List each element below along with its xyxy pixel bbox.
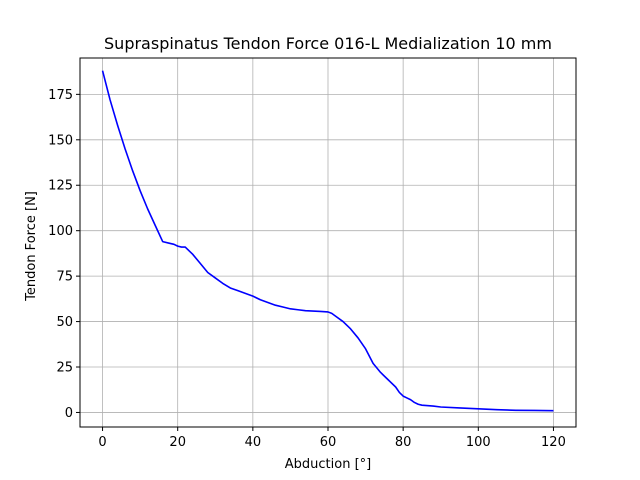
y-axis-label: Tendon Force [N] [24, 191, 39, 302]
y-tick-label: 50 [56, 315, 73, 330]
x-tick-label: 60 [320, 435, 337, 450]
ticks: 0 20 40 60 80 100 120 0 25 50 75 100 125 150 175 [48, 88, 566, 450]
y-tick-label: 75 [56, 270, 73, 285]
series-line [101, 70, 554, 412]
chart-title: Supraspinatus Tendon Force 016-L Mediali… [104, 34, 552, 53]
grid [80, 58, 576, 427]
y-tick-label: 0 [65, 406, 73, 421]
x-axis-label: Abduction [°] [285, 457, 371, 472]
x-tick-label: 20 [169, 435, 186, 450]
x-tick-label: 100 [466, 435, 491, 450]
x-tick-label: 120 [541, 435, 566, 450]
x-tick-label: 40 [245, 435, 262, 450]
x-tick-label: 0 [98, 435, 106, 450]
y-tick-label: 125 [48, 179, 73, 194]
y-tick-label: 100 [48, 224, 73, 239]
series-layer [101, 70, 554, 412]
x-tick-label: 80 [395, 435, 412, 450]
y-tick-label: 175 [48, 88, 73, 103]
y-tick-label: 150 [48, 133, 73, 148]
y-tick-label: 25 [56, 361, 73, 376]
